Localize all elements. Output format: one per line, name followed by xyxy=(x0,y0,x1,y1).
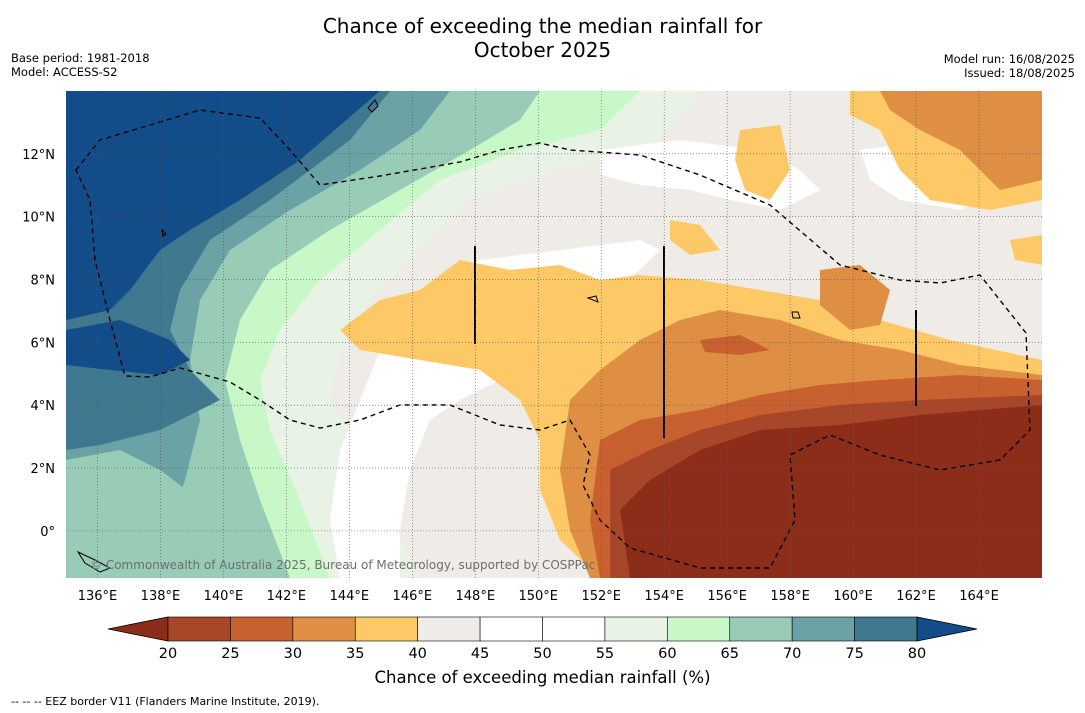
x-tick-label: 158°E xyxy=(770,589,810,604)
x-tick-label: 136°E xyxy=(78,589,118,604)
colorbar-segment xyxy=(354,616,418,642)
colorbar-tick-label: 50 xyxy=(533,646,551,662)
band-80-dark-patch xyxy=(66,320,190,375)
x-tick-label: 142°E xyxy=(267,589,307,604)
colorbar-segment xyxy=(542,616,606,642)
colorbar-segment xyxy=(292,616,356,642)
eez-border-west xyxy=(75,109,1031,569)
x-tick-label: 162°E xyxy=(896,589,936,604)
x-tick-label: 156°E xyxy=(707,589,747,604)
colorbar-tick-label: 35 xyxy=(346,646,364,662)
x-tick-label: 140°E xyxy=(204,589,244,604)
colorbar-ticks: 20 25 30 35 40 45 50 55 60 65 70 75 80 xyxy=(159,646,926,662)
meta-left: Base period: 1981-2018 Model: ACCESS-S2 xyxy=(11,51,150,79)
band-30-35-mid xyxy=(820,265,890,330)
x-tick-label: 148°E xyxy=(456,589,496,604)
colorbar-segment xyxy=(479,616,543,642)
colorbar-segment xyxy=(417,616,481,642)
band-35-40-patch xyxy=(670,220,720,255)
x-tick-labels: 136°E 138°E 140°E 142°E 144°E 146°E 148°E 150°E… xyxy=(78,589,999,604)
band-35-40-north xyxy=(735,125,790,200)
x-tick-label: 154°E xyxy=(644,589,684,604)
title-line-2: October 2025 xyxy=(473,38,612,62)
colorbar-tick-label: 65 xyxy=(721,646,739,662)
colorbar-segment xyxy=(854,616,918,642)
colorbar-segment xyxy=(167,616,231,642)
y-tick-label: 6°N xyxy=(31,336,56,351)
band-below-20 xyxy=(620,405,1042,578)
colorbar-tick-label: 75 xyxy=(845,646,863,662)
colorbar-tick-label: 80 xyxy=(908,646,926,662)
x-tick-label: 144°E xyxy=(330,589,370,604)
y-tick-label: 10°N xyxy=(22,211,55,226)
colorbar-segment xyxy=(667,616,731,642)
colorbar-segment xyxy=(230,616,294,642)
band-35-40-patch-e xyxy=(1010,235,1042,265)
chart-title: Chance of exceeding the median rainfall … xyxy=(0,14,1085,62)
model-name: Model: ACCESS-S2 xyxy=(11,65,118,79)
map-fill xyxy=(66,91,1042,578)
colorbar-segment xyxy=(604,616,668,642)
x-tick-label: 160°E xyxy=(833,589,873,604)
colorbar-segment xyxy=(729,616,793,642)
band-30-35-north xyxy=(880,91,1042,190)
island-5 xyxy=(586,295,599,303)
band-25-30-patch xyxy=(700,335,770,355)
x-tick-label: 146°E xyxy=(393,589,433,604)
band-80-dark xyxy=(66,91,380,320)
colorbar-tick-label: 55 xyxy=(596,646,614,662)
x-tick-label: 152°E xyxy=(581,589,621,604)
colorbar-tick-label: 70 xyxy=(783,646,801,662)
colorbar-tick-label: 20 xyxy=(159,646,177,662)
colorbar-tick-label: 60 xyxy=(658,646,676,662)
colorbar-tick-label: 25 xyxy=(221,646,239,662)
colorbar xyxy=(107,616,978,642)
x-tick-label: 138°E xyxy=(141,589,181,604)
colorbar-label: Chance of exceeding median rainfall (%) xyxy=(374,668,711,687)
colorbar-segment xyxy=(791,616,855,642)
issued-date: Issued: 18/08/2025 xyxy=(964,66,1075,80)
y-tick-labels: 0° 2°N 4°N 6°N 8°N 10°N 12°N xyxy=(22,148,55,540)
x-tick-label: 164°E xyxy=(959,589,999,604)
base-period: Base period: 1981-2018 xyxy=(11,51,150,65)
y-tick-label: 8°N xyxy=(31,274,56,289)
meta-right: Model run: 16/08/2025 Issued: 18/08/2025 xyxy=(944,52,1075,80)
island-2 xyxy=(161,228,167,237)
colorbar-tick-label: 40 xyxy=(408,646,426,662)
y-tick-label: 4°N xyxy=(31,399,56,414)
band-70-patch-sw xyxy=(66,450,250,578)
gridlines xyxy=(66,91,1042,578)
islands xyxy=(76,99,801,573)
y-tick-label: 2°N xyxy=(31,462,56,477)
y-tick-label: 12°N xyxy=(22,148,55,163)
island-1 xyxy=(367,99,379,113)
island-4 xyxy=(76,550,112,573)
colorbar-tick-label: 45 xyxy=(471,646,489,662)
model-run: Model run: 16/08/2025 xyxy=(943,52,1075,66)
colorbar-tick-label: 30 xyxy=(284,646,302,662)
eez-borders xyxy=(75,109,1031,569)
colorbar-arrow-high xyxy=(916,616,978,642)
y-tick-label: 0° xyxy=(40,525,55,540)
island-3 xyxy=(791,311,801,319)
title-line-1: Chance of exceeding the median rainfall … xyxy=(322,14,763,38)
eez-footnote: -- -- -- EEZ border V11 (Flanders Marine… xyxy=(11,695,320,708)
x-tick-label: 150°E xyxy=(518,589,558,604)
colorbar-arrow-low xyxy=(107,616,169,642)
copyright-notice: © Commonwealth of Australia 2025, Bureau… xyxy=(90,558,596,572)
